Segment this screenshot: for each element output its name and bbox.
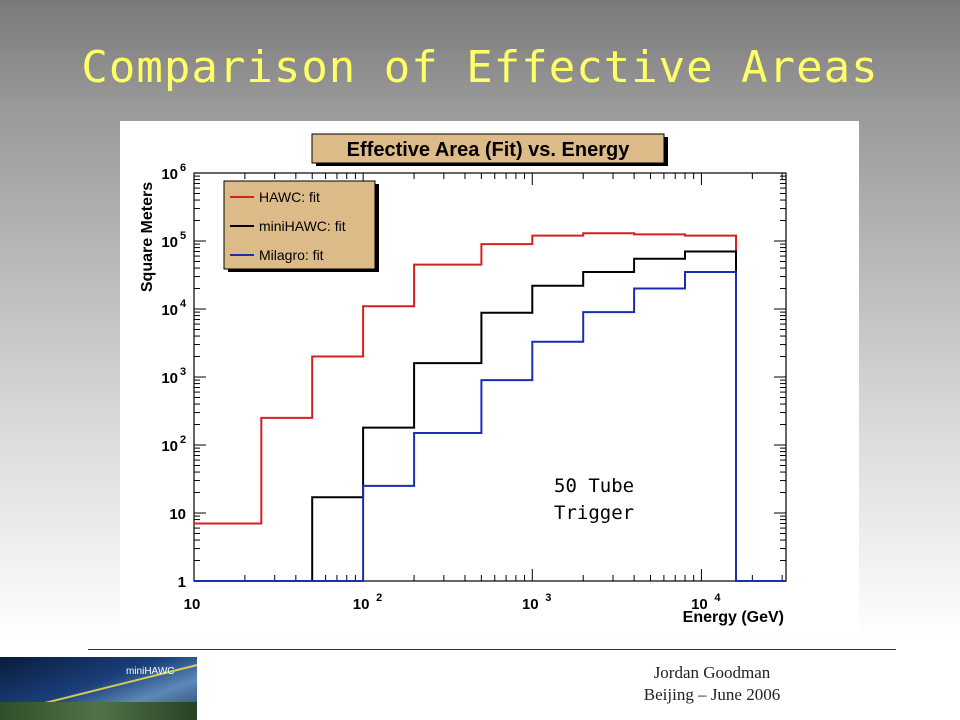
logo-label: miniHAWC [126, 666, 175, 677]
y-tick-label: 10 [161, 370, 178, 387]
series-minihawc-line [194, 250, 786, 582]
footer-venue-date: Beijing – June 2006 [643, 685, 781, 704]
y-tick-exponent: 2 [180, 434, 186, 446]
annotation-line-1: 50 Tube [554, 475, 634, 497]
x-tick-label: 10 [522, 596, 539, 613]
series-milagro-line [194, 271, 786, 582]
y-tick-label: 10 [161, 166, 178, 183]
legend-label: Milagro: fit [259, 247, 324, 263]
x-tick-exponent: 4 [714, 592, 721, 604]
legend-label: miniHAWC: fit [259, 218, 346, 234]
chart-title-box [311, 133, 665, 164]
x-tick-label: 10 [353, 596, 370, 613]
logo-ground [0, 702, 197, 720]
y-tick-label: 10 [161, 438, 178, 455]
effective-area-chart: Effective Area (Fit) vs. Energy Square M… [120, 121, 859, 635]
y-tick-exponent: 3 [180, 366, 186, 378]
legend-label: HAWC: fit [259, 189, 320, 205]
footer-author-name: Jordan Goodman [653, 663, 771, 682]
annotation-line-2: Trigger [554, 502, 634, 524]
y-tick-label: 10 [161, 234, 178, 251]
footer-author: Jordan Goodman Beijing – June 2006 [582, 662, 842, 706]
y-tick-exponent: 6 [180, 162, 186, 174]
x-tick-label: 10 [691, 596, 708, 613]
y-tick-exponent: 4 [180, 298, 187, 310]
y-axis-label: Square Meters [139, 182, 156, 292]
y-tick-label: 10 [169, 506, 186, 523]
chart-panel: Effective Area (Fit) vs. Energy Square M… [120, 121, 859, 635]
chart-title: Effective Area (Fit) vs. Energy [347, 139, 631, 161]
y-tick-label: 1 [178, 574, 186, 591]
slide-title: Comparison of Effective Areas [81, 42, 879, 93]
y-tick-label: 10 [161, 302, 178, 319]
x-tick-exponent: 3 [545, 592, 551, 604]
x-tick-exponent: 2 [376, 592, 382, 604]
series-lines [194, 232, 786, 582]
legend: HAWC: fit miniHAWC: fit Milagro: fit [230, 189, 346, 263]
y-tick-exponent: 5 [180, 230, 186, 242]
x-tick-label: 10 [184, 596, 201, 613]
series-hawc-line [194, 232, 786, 582]
x-axis-label: Energy (GeV) [683, 609, 784, 626]
footer-divider [88, 649, 896, 650]
minihawc-logo: miniHAWC [0, 657, 197, 720]
